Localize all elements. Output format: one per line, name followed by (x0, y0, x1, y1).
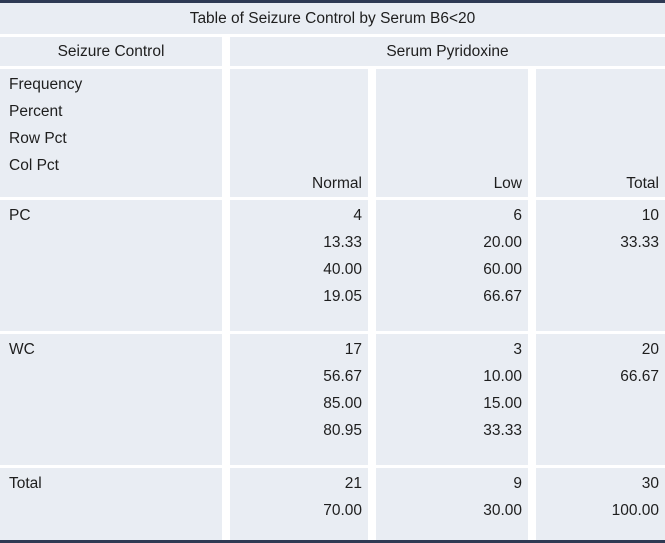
cell-line: 19.05 (323, 288, 362, 305)
cell-line: Percent (9, 103, 63, 120)
row-variable-header: Seizure Control (0, 37, 222, 66)
row-label-wc-text: WC (9, 341, 35, 358)
cell-line: 17 (344, 341, 362, 358)
cell-total-normal: 21 70.00 (230, 468, 368, 540)
cell-line: 66.67 (620, 368, 659, 385)
column-header-normal: Normal (230, 69, 368, 197)
cell-line: 80.95 (323, 422, 362, 439)
row-label-total-text: Total (9, 475, 42, 492)
column-header-low: Low (376, 69, 528, 197)
cell-line: 13.33 (323, 234, 362, 251)
cell-line: 4 (353, 207, 362, 224)
statistics-legend: Frequency Percent Row Pct Col Pct (0, 69, 222, 197)
cell-line: 10.00 (483, 368, 522, 385)
cell-line: 40.00 (323, 261, 362, 278)
cell-line: 30 (641, 475, 659, 492)
row-label-wc: WC (0, 334, 222, 465)
cell-wc-low: 3 10.00 15.00 33.33 (376, 334, 528, 465)
cell-line: 66.67 (483, 288, 522, 305)
cell-pc-total: 10 33.33 (536, 200, 665, 331)
row-label-total: Total (0, 468, 222, 540)
table-title: Table of Seizure Control by Serum B6<20 (0, 3, 665, 34)
cell-line: 20.00 (483, 234, 522, 251)
cell-pc-low: 6 20.00 60.00 66.67 (376, 200, 528, 331)
cell-total-low: 9 30.00 (376, 468, 528, 540)
cell-line: 70.00 (323, 502, 362, 519)
cell-line: 9 (513, 475, 522, 492)
cell-line: 85.00 (323, 395, 362, 412)
cell-line: 56.67 (323, 368, 362, 385)
cell-line: Frequency (9, 76, 83, 93)
cell-wc-normal: 17 56.67 85.00 80.95 (230, 334, 368, 465)
cell-line: 20 (641, 341, 659, 358)
row-label-pc: PC (0, 200, 222, 331)
cell-line: 21 (344, 475, 362, 492)
cell-line: 3 (513, 341, 522, 358)
cell-line: 15.00 (483, 395, 522, 412)
row-label-pc-text: PC (9, 207, 31, 224)
cell-line: Row Pct (9, 130, 67, 147)
col-variable-header: Serum Pyridoxine (230, 37, 665, 66)
cell-pc-normal: 4 13.33 40.00 19.05 (230, 200, 368, 331)
cell-line: 33.33 (483, 422, 522, 439)
cell-line: 33.33 (620, 234, 659, 251)
cell-total-total: 30 100.00 (536, 468, 665, 540)
column-header-total: Total (536, 69, 665, 197)
cell-wc-total: 20 66.67 (536, 334, 665, 465)
cell-line: 6 (513, 207, 522, 224)
cell-line: 30.00 (483, 502, 522, 519)
cell-line: 100.00 (611, 502, 659, 519)
cell-line: 10 (641, 207, 659, 224)
cell-line: 60.00 (483, 261, 522, 278)
cell-line: Col Pct (9, 157, 59, 174)
